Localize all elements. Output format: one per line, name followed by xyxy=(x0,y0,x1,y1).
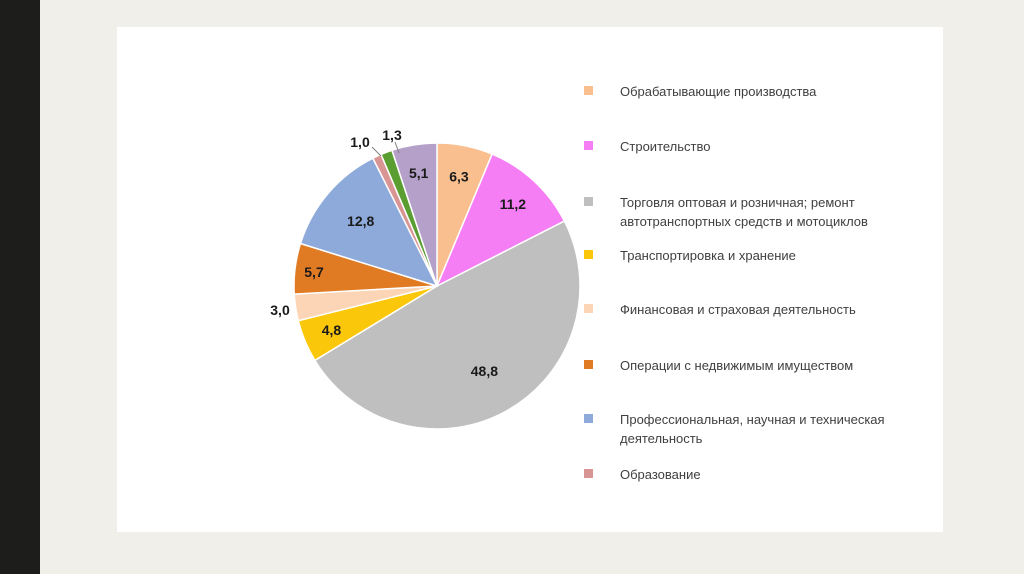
legend-swatch xyxy=(584,469,593,478)
legend-label: Образование xyxy=(620,467,701,482)
pie-data-label: 6,3 xyxy=(449,169,469,185)
pie-data-label: 48,8 xyxy=(471,363,498,379)
legend-label: Профессиональная, научная и техническая … xyxy=(620,412,885,446)
legend-item: Обрабатывающие производства xyxy=(584,82,930,101)
pie-slice xyxy=(313,220,581,430)
legend-item: Торговля оптовая и розничная; ремонт авт… xyxy=(584,193,930,231)
legend-swatch xyxy=(584,250,593,259)
pie-data-label: 4,8 xyxy=(322,322,342,338)
legend-label: Торговля оптовая и розничная; ремонт авт… xyxy=(620,195,868,229)
legend-label: Обрабатывающие производства xyxy=(620,84,817,99)
pie-data-labels: 6,3 11,2 48,8 4,8 3,0 5,7 12,8 1,0 1,3 5,1 xyxy=(270,127,526,379)
legend-item: Операции с недвижимым имуществом xyxy=(584,356,930,375)
pie-data-label: 1,3 xyxy=(382,127,402,143)
pie-data-label: 11,2 xyxy=(500,196,527,212)
pie-slice xyxy=(299,157,439,288)
legend-swatch xyxy=(584,197,593,206)
legend-label: Операции с недвижимым имуществом xyxy=(620,358,854,373)
pie-leader-lines xyxy=(371,141,400,157)
slide-left-bar xyxy=(0,0,40,574)
legend-label: Финансовая и страховая деятельность xyxy=(620,302,856,317)
legend-label: Транспортировка и хранение xyxy=(620,248,796,263)
pie-data-label: 5,7 xyxy=(304,264,324,280)
pie-data-label: 5,1 xyxy=(409,165,429,181)
legend-swatch xyxy=(584,86,593,95)
pie-data-label: 12,8 xyxy=(347,213,374,229)
slide-left-gap xyxy=(40,0,58,574)
pie-data-label: 3,0 xyxy=(270,302,290,318)
legend-swatch xyxy=(584,414,593,423)
legend-item: Профессиональная, научная и техническая … xyxy=(584,410,930,448)
leader-line xyxy=(371,146,382,157)
pie-slice xyxy=(391,142,438,287)
legend-label: Строительство xyxy=(620,139,711,154)
legend-item: Транспортировка и хранение xyxy=(584,246,930,265)
legend-swatch xyxy=(584,141,593,150)
pie-slice xyxy=(435,153,566,288)
pie-slices xyxy=(293,142,581,430)
legend-item: Строительство xyxy=(584,137,930,156)
legend-swatch xyxy=(584,360,593,369)
legend-item: Финансовая и страховая деятельность xyxy=(584,300,930,319)
legend-item: Образование xyxy=(584,465,930,484)
pie-data-label: 1,0 xyxy=(350,134,370,150)
leader-line xyxy=(394,141,400,154)
legend-swatch xyxy=(584,304,593,313)
